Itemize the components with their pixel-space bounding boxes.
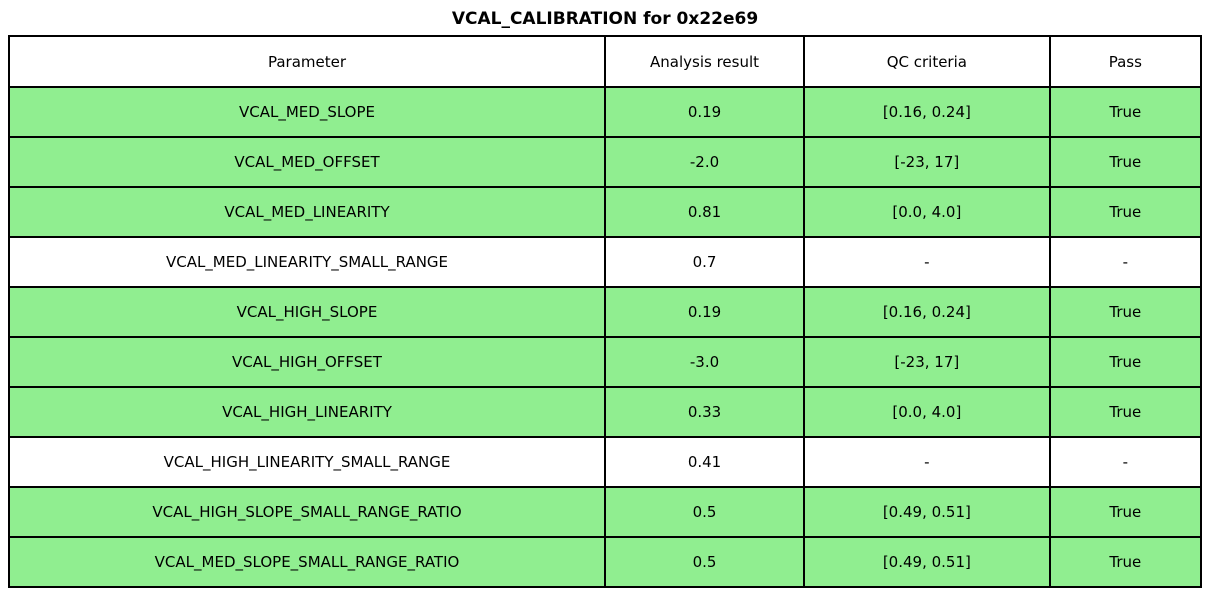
column-header-parameter: Parameter xyxy=(8,35,606,88)
cell-qc-criteria: [0.49, 0.51] xyxy=(803,536,1051,588)
table-row: VCAL_MED_OFFSET -2.0 [-23, 17] True xyxy=(8,136,1203,188)
cell-qc-criteria: [0.49, 0.51] xyxy=(803,486,1051,538)
cell-parameter: VCAL_MED_LINEARITY_SMALL_RANGE xyxy=(8,236,606,288)
cell-qc-criteria: [-23, 17] xyxy=(803,136,1051,188)
table-row: VCAL_HIGH_LINEARITY 0.33 [0.0, 4.0] True xyxy=(8,386,1203,438)
table-row: VCAL_MED_SLOPE 0.19 [0.16, 0.24] True xyxy=(8,86,1203,138)
cell-analysis-result: 0.19 xyxy=(603,86,806,138)
cell-pass: True xyxy=(1048,286,1203,338)
cell-pass: True xyxy=(1048,386,1203,438)
cell-pass: - xyxy=(1048,436,1203,488)
cell-analysis-result: -2.0 xyxy=(603,136,806,188)
cell-parameter: VCAL_MED_SLOPE_SMALL_RANGE_RATIO xyxy=(8,536,606,588)
table-row: VCAL_HIGH_LINEARITY_SMALL_RANGE 0.41- - xyxy=(8,436,1203,488)
cell-parameter: VCAL_HIGH_SLOPE_SMALL_RANGE_RATIO xyxy=(8,486,606,538)
column-header-pass: Pass xyxy=(1048,35,1203,88)
cell-qc-criteria: - xyxy=(803,436,1051,488)
table-body: VCAL_MED_SLOPE 0.19 [0.16, 0.24] True VCAL_M… xyxy=(8,86,1203,588)
cell-pass: True xyxy=(1048,86,1203,138)
table-row: VCAL_HIGH_SLOPE_SMALL_RANGE_RATIO 0.5 [0.4… xyxy=(8,486,1203,538)
cell-analysis-result: 0.7 xyxy=(603,236,806,288)
cell-qc-criteria: [0.0, 4.0] xyxy=(803,386,1051,438)
cell-analysis-result: 0.33 xyxy=(603,386,806,438)
cell-pass: True xyxy=(1048,186,1203,238)
cell-analysis-result: 0.19 xyxy=(603,286,806,338)
cell-qc-criteria: - xyxy=(803,236,1051,288)
cell-qc-criteria: [0.16, 0.24] xyxy=(803,286,1051,338)
cell-parameter: VCAL_MED_OFFSET xyxy=(8,136,606,188)
cell-pass: True xyxy=(1048,486,1203,538)
table-row: VCAL_MED_SLOPE_SMALL_RANGE_RATIO 0.5 [0.49… xyxy=(8,536,1203,588)
cell-pass: True xyxy=(1048,536,1203,588)
qc-calibration-table: Parameter Analysis result QC criteria Pa… xyxy=(8,35,1203,588)
table-header-row: Parameter Analysis result QC criteria Pa… xyxy=(8,35,1203,88)
cell-qc-criteria: [0.16, 0.24] xyxy=(803,86,1051,138)
cell-analysis-result: 0.5 xyxy=(603,486,806,538)
cell-parameter: VCAL_MED_SLOPE xyxy=(8,86,606,138)
table-row: VCAL_HIGH_SLOPE 0.19 [0.16, 0.24] True xyxy=(8,286,1203,338)
cell-parameter: VCAL_HIGH_SLOPE xyxy=(8,286,606,338)
column-header-analysis-result: Analysis result xyxy=(603,35,806,88)
cell-pass: - xyxy=(1048,236,1203,288)
table-row: VCAL_MED_LINEARITY 0.81 [0.0, 4.0] True xyxy=(8,186,1203,238)
cell-analysis-result: -3.0 xyxy=(603,336,806,388)
cell-parameter: VCAL_MED_LINEARITY xyxy=(8,186,606,238)
cell-parameter: VCAL_HIGH_LINEARITY xyxy=(8,386,606,438)
page-title: VCAL_CALIBRATION for 0x22e69 xyxy=(451,9,759,29)
cell-parameter: VCAL_HIGH_OFFSET xyxy=(8,336,606,388)
cell-qc-criteria: [-23, 17] xyxy=(803,336,1051,388)
cell-analysis-result: 0.81 xyxy=(603,186,806,238)
cell-parameter: VCAL_HIGH_LINEARITY_SMALL_RANGE xyxy=(8,436,606,488)
table-row: VCAL_MED_LINEARITY_SMALL_RANGE 0.7- - xyxy=(8,236,1203,288)
cell-analysis-result: 0.41 xyxy=(603,436,806,488)
cell-pass: True xyxy=(1048,336,1203,388)
table-row: VCAL_HIGH_OFFSET -3.0 [-23, 17] True xyxy=(8,336,1203,388)
cell-analysis-result: 0.5 xyxy=(603,536,806,588)
column-header-qc-criteria: QC criteria xyxy=(803,35,1051,88)
cell-qc-criteria: [0.0, 4.0] xyxy=(803,186,1051,238)
cell-pass: True xyxy=(1048,136,1203,188)
